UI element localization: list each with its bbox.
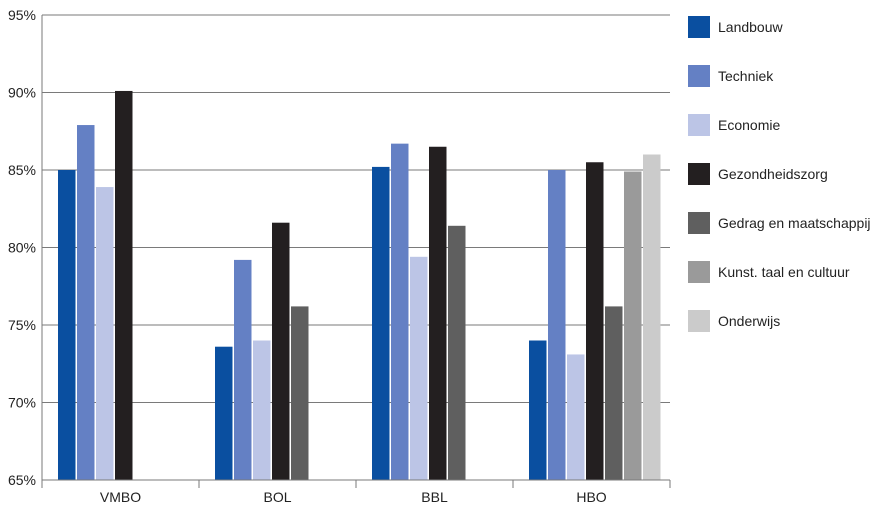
y-tick-label: 80% <box>8 240 36 256</box>
bar-gezondheidszorg-bbl <box>429 147 447 480</box>
y-tick-label: 75% <box>8 317 36 333</box>
legend-label: Gedrag en maatschappij <box>718 215 871 231</box>
legend-label: Kunst. taal en cultuur <box>718 264 850 280</box>
legend-swatch <box>688 16 710 38</box>
y-tick-label: 90% <box>8 85 36 101</box>
y-tick-label: 95% <box>8 7 36 23</box>
legend-label: Landbouw <box>718 19 784 35</box>
legend-label: Techniek <box>718 68 774 84</box>
x-axis-categories: VMBO BOL BBL HBO <box>100 489 607 505</box>
legend-swatch <box>688 163 710 185</box>
x-category-label: BOL <box>263 489 291 505</box>
bar-techniek-bol <box>234 260 252 480</box>
legend-swatch <box>688 65 710 87</box>
bar-landbouw-vmbo <box>58 170 76 480</box>
legend: Landbouw Techniek Economie Gezondheidszorg G… <box>688 16 871 332</box>
bar-economie-hbo <box>567 354 585 480</box>
legend-label: Gezondheidszorg <box>718 166 828 182</box>
x-category-label: VMBO <box>100 489 141 505</box>
bar-techniek-hbo <box>548 170 566 480</box>
bar-landbouw-bol <box>215 347 233 480</box>
bar-economie-bol <box>253 341 271 481</box>
bar-gedrag-en-maatschappij-bbl <box>448 226 466 480</box>
legend-label: Economie <box>718 117 780 133</box>
bar-gedrag-en-maatschappij-hbo <box>605 306 623 480</box>
legend-swatch <box>688 261 710 283</box>
bar-techniek-vmbo <box>77 125 95 480</box>
bar-landbouw-hbo <box>529 341 547 481</box>
y-tick-label: 65% <box>8 472 36 488</box>
bar-techniek-bbl <box>391 144 409 480</box>
legend-swatch <box>688 114 710 136</box>
bar-economie-bbl <box>410 257 428 480</box>
bar-gezondheidszorg-hbo <box>586 162 604 480</box>
y-tick-label: 85% <box>8 162 36 178</box>
legend-label: Onderwijs <box>718 313 780 329</box>
legend-swatch <box>688 212 710 234</box>
legend-swatch <box>688 310 710 332</box>
x-category-label: HBO <box>576 489 606 505</box>
x-category-label: BBL <box>421 489 448 505</box>
bar-gezondheidszorg-vmbo <box>115 91 133 480</box>
y-tick-label: 70% <box>8 395 36 411</box>
y-axis-ticks: 65% 70% 75% 80% 85% 90% 95% <box>8 7 36 488</box>
bars <box>58 91 661 480</box>
bar-landbouw-bbl <box>372 167 390 480</box>
bar-gedrag-en-maatschappij-bol <box>291 306 309 480</box>
bar-gezondheidszorg-bol <box>272 223 290 480</box>
bar-onderwijs-hbo <box>643 155 661 481</box>
bar-economie-vmbo <box>96 187 114 480</box>
bar-kunst-taal-en-cultuur-hbo <box>624 172 642 480</box>
